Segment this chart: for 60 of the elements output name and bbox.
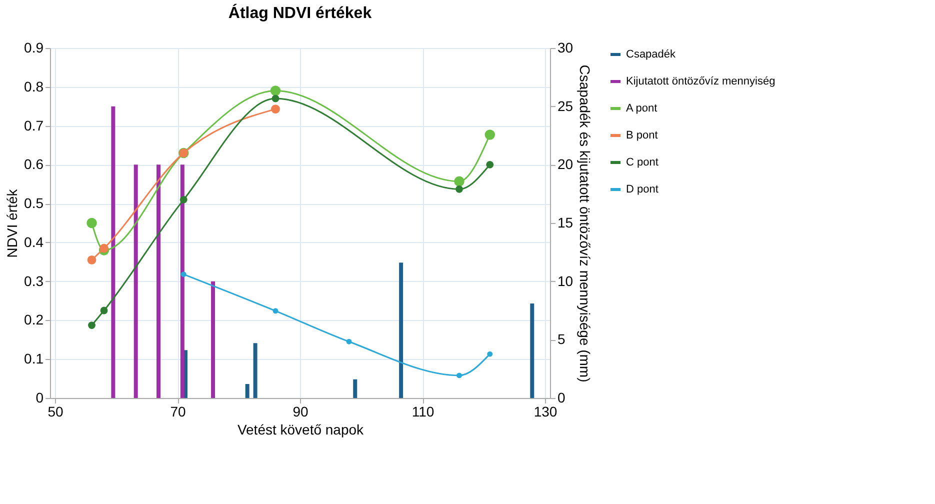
- point: [100, 306, 108, 314]
- bar: [156, 164, 161, 398]
- bar: [134, 164, 138, 398]
- legend-label: Csapadék: [626, 48, 676, 60]
- point: [346, 338, 352, 344]
- point: [486, 160, 494, 168]
- y-tick-label: 0.9: [24, 40, 44, 56]
- y-axis-title: NDVI érték: [4, 188, 20, 258]
- x-tick-label: 50: [48, 404, 64, 420]
- point: [87, 255, 96, 264]
- legend-label: C pont: [626, 156, 658, 168]
- bar: [211, 281, 216, 398]
- y2-axis-title: Csapadék és kijutatott öntözővíz mennyisége (mm): [577, 64, 594, 382]
- point: [454, 176, 464, 186]
- legend-label: A pont: [626, 102, 658, 114]
- legend-label: D pont: [626, 184, 658, 196]
- bar: [399, 262, 404, 398]
- bar: [245, 384, 250, 398]
- y-tick-label: 0.3: [24, 272, 44, 289]
- point: [88, 322, 96, 329]
- y2-tick-label: 5: [558, 331, 566, 348]
- y-tick-label: 0.2: [24, 312, 44, 328]
- point: [456, 372, 462, 378]
- bar: [353, 379, 358, 398]
- point: [86, 218, 97, 228]
- x-tick-label: 130: [534, 404, 558, 420]
- y2-tick-label: 30: [558, 40, 574, 56]
- bar: [111, 106, 116, 398]
- y-tick-label: 0.8: [24, 78, 44, 94]
- x-axis-title: Vetést követő napok: [237, 422, 365, 438]
- point: [272, 308, 278, 314]
- y2-tick-label: 15: [558, 214, 574, 230]
- x-tick-label: 110: [412, 404, 434, 420]
- bar: [530, 304, 534, 398]
- point: [180, 196, 188, 204]
- y2-tick-label: 20: [558, 156, 574, 172]
- y-tick-label: 0.7: [24, 117, 44, 134]
- point: [487, 351, 493, 357]
- y-tick-label: 0: [36, 390, 44, 406]
- bar: [253, 343, 258, 398]
- y-tick-label: 0.4: [24, 234, 44, 250]
- legend-label: B pont: [626, 130, 658, 142]
- y-tick-label: 0.1: [24, 350, 44, 367]
- point: [456, 185, 463, 193]
- x-tick-label: 90: [292, 404, 308, 420]
- y2-tick-label: 10: [558, 272, 574, 289]
- point: [270, 86, 281, 96]
- y-tick-label: 0.5: [24, 195, 44, 212]
- point: [100, 244, 108, 253]
- bar: [180, 164, 184, 398]
- point: [484, 130, 495, 140]
- chart-title: Átlag NDVI értékek: [228, 3, 372, 22]
- x-tick-label: 70: [170, 404, 186, 420]
- y2-tick-label: 25: [558, 98, 574, 114]
- point: [272, 94, 280, 102]
- point: [180, 272, 186, 278]
- point: [271, 104, 280, 114]
- legend-label: Kijutatott öntözővíz mennyiség: [626, 76, 776, 88]
- y2-tick-label: 0: [558, 390, 566, 406]
- y-tick-label: 0.6: [24, 156, 44, 172]
